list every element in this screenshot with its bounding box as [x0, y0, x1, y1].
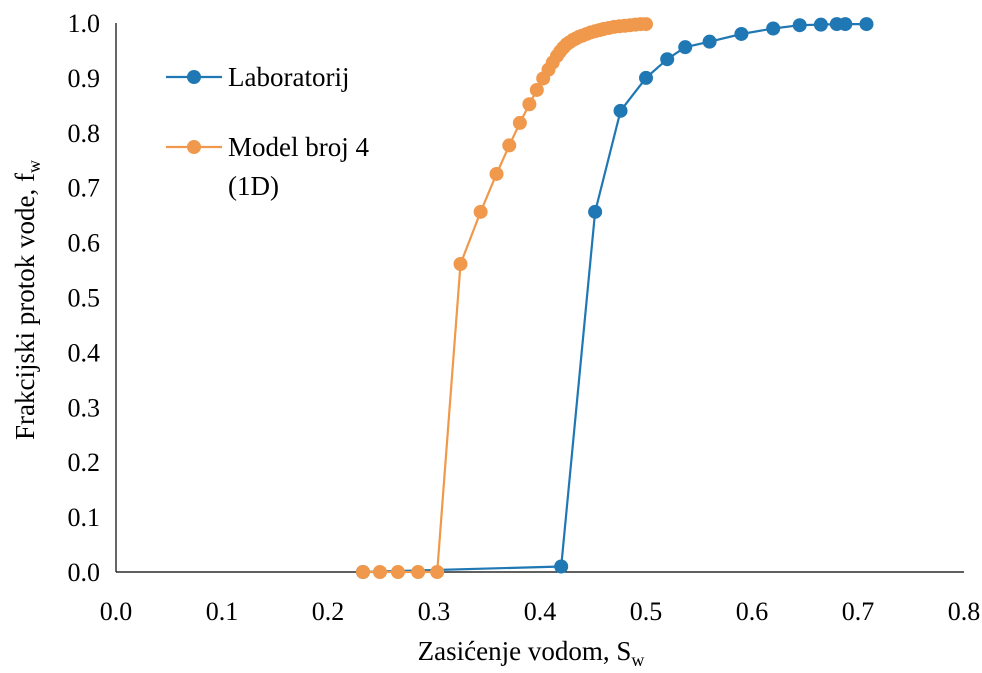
data-point	[502, 138, 517, 153]
data-point	[411, 565, 426, 579]
legend-label: (1D)	[228, 171, 279, 201]
y-tick-label: 0.6	[68, 229, 101, 258]
legend-label: Model broj 4	[228, 132, 369, 162]
y-axis-title: Frakcijski protok vode, fw	[10, 160, 44, 440]
data-point	[639, 17, 653, 32]
data-point	[430, 565, 445, 579]
data-point	[512, 115, 527, 130]
data-point	[522, 97, 537, 112]
x-tick-label: 0.4	[524, 597, 557, 626]
series-laboratorij	[355, 17, 874, 579]
x-tick-label: 0.1	[206, 597, 239, 626]
series-model-broj-4	[355, 17, 653, 579]
data-point	[639, 70, 653, 85]
tick-labels: 0.0 0.1 0.2 0.3 0.4 0.5 0.6 0.7 0.8 0.0 0.1 0.2 0.3 0…	[68, 9, 981, 626]
x-tick-label: 0.8	[948, 597, 981, 626]
series-line	[363, 23, 646, 574]
data-point	[792, 18, 807, 33]
data-point	[613, 103, 628, 118]
data-point	[390, 565, 405, 579]
data-point	[838, 17, 853, 32]
data-point	[588, 204, 603, 219]
y-tick-label: 0.7	[68, 174, 101, 203]
y-tick-label: 0.2	[68, 448, 101, 477]
data-point	[702, 34, 717, 49]
x-tick-label: 0.3	[418, 597, 451, 626]
data-point	[766, 21, 781, 36]
y-axis-title-subscript: w	[24, 160, 44, 173]
data-point	[529, 82, 544, 97]
data-point	[660, 52, 675, 67]
y-tick-label: 0.3	[68, 393, 101, 422]
data-point	[859, 17, 874, 32]
legend-label: Laboratorij	[228, 62, 349, 92]
y-tick-label: 0.1	[68, 503, 101, 532]
legend-entry-laboratorij: Laboratorij	[166, 62, 349, 92]
legend-entry-model-broj-4: Model broj 4 (1D)	[166, 132, 369, 201]
x-tick-label: 0.5	[630, 597, 663, 626]
y-tick-label: 1.0	[68, 9, 101, 38]
data-point	[473, 204, 488, 219]
y-tick-label: 0.5	[68, 284, 101, 313]
legend-marker	[187, 70, 201, 84]
axes	[115, 23, 964, 573]
x-tick-label: 0.0	[100, 597, 133, 626]
x-tick-label: 0.2	[312, 597, 345, 626]
y-tick-label: 0.9	[68, 64, 101, 93]
data-point	[678, 40, 693, 55]
y-tick-label: 0.0	[68, 558, 101, 587]
data-point	[372, 565, 387, 579]
x-axis-title: Zasićenje vodom, Sw	[418, 636, 645, 668]
data-point	[489, 166, 504, 181]
data-point	[453, 257, 468, 272]
data-point	[734, 26, 749, 41]
series-layer	[355, 17, 874, 579]
y-tick-label: 0.8	[68, 119, 101, 148]
x-tick-label: 0.6	[736, 597, 769, 626]
x-axis-title-subscript: w	[631, 650, 644, 668]
series-line	[362, 23, 867, 574]
y-tick-label: 0.4	[68, 338, 101, 367]
legend: Laboratorij Model broj 4 (1D)	[166, 62, 369, 201]
data-point	[813, 17, 828, 32]
data-point	[554, 559, 569, 574]
data-point	[355, 565, 370, 579]
legend-marker	[187, 140, 201, 154]
x-tick-label: 0.7	[842, 597, 875, 626]
